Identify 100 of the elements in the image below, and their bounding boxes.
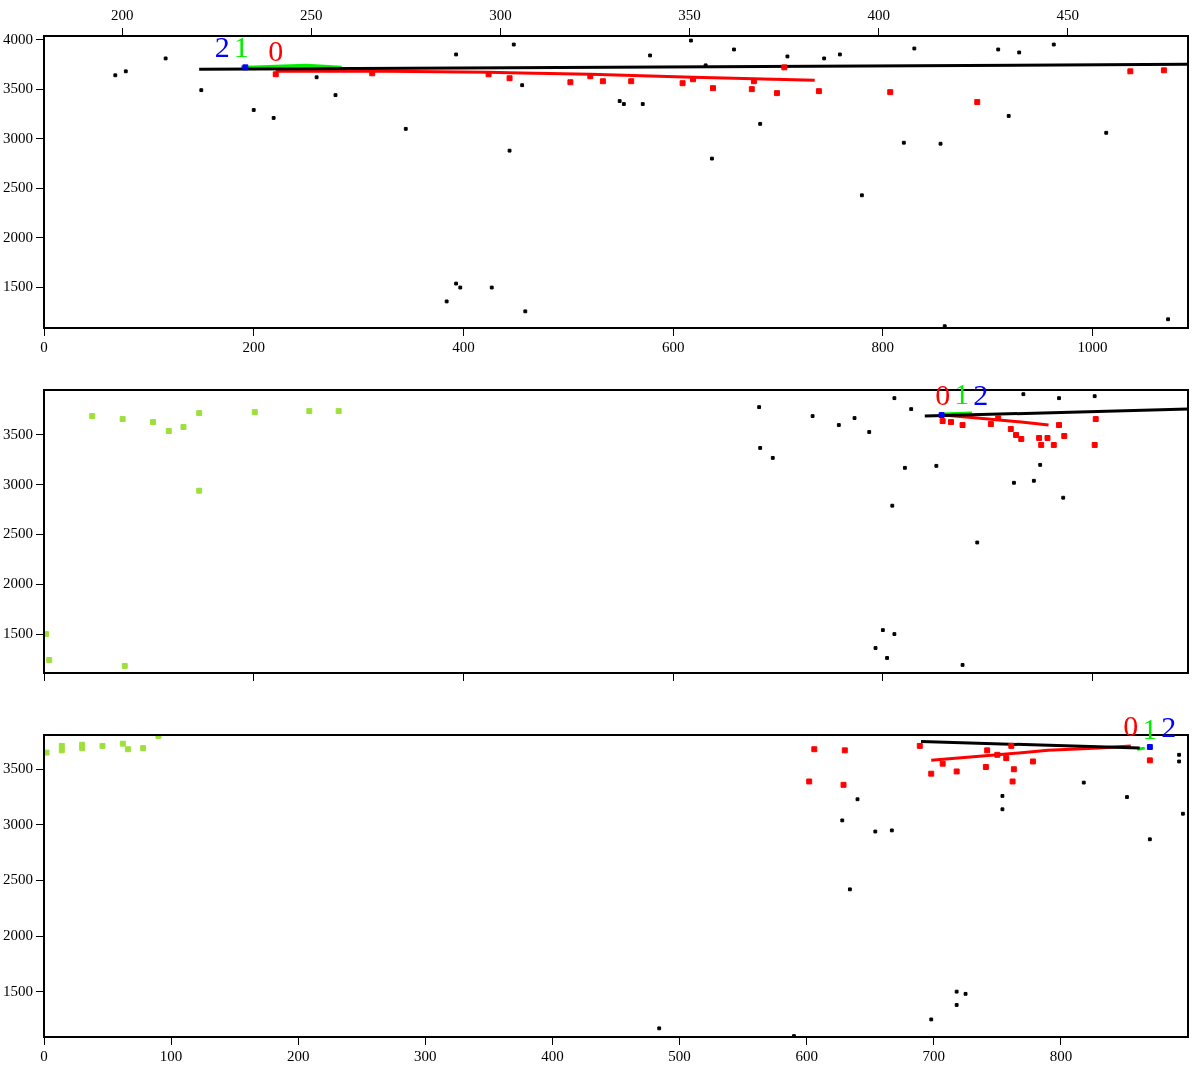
point (959, 422, 966, 429)
point (1029, 758, 1036, 765)
y-tick-label: 2500 (3, 525, 33, 542)
point (887, 89, 894, 96)
point (859, 193, 864, 198)
point (1061, 495, 1066, 500)
point (781, 64, 788, 71)
point (1081, 780, 1086, 785)
point (889, 828, 894, 833)
point (679, 80, 686, 87)
point (806, 778, 813, 785)
series-label: 0 (1123, 708, 1139, 742)
y-tick-label: 3500 (3, 760, 33, 777)
point (520, 83, 525, 88)
x2-tick-label: 400 (867, 6, 890, 23)
point (994, 751, 1001, 758)
y-tick-label: 4000 (3, 30, 33, 47)
y-tick-label: 1500 (3, 278, 33, 295)
point (1127, 68, 1134, 75)
point (892, 632, 897, 636)
point (841, 747, 848, 754)
point (1000, 807, 1005, 812)
point (1044, 435, 1051, 441)
point (1000, 794, 1005, 798)
x-tick-label: 700 (922, 1047, 946, 1064)
point (901, 140, 906, 145)
point (140, 745, 147, 752)
point (953, 768, 960, 775)
point (938, 141, 943, 146)
point (1177, 759, 1182, 764)
point (916, 742, 923, 749)
point (1146, 757, 1153, 764)
y-tick-label: 1500 (3, 982, 33, 999)
point (963, 991, 968, 996)
point (954, 989, 959, 994)
point (196, 410, 203, 417)
point (44, 749, 50, 756)
point (335, 408, 342, 415)
point (1104, 130, 1109, 135)
point (333, 93, 338, 98)
point (840, 781, 847, 788)
point (1036, 435, 1043, 441)
point (1050, 441, 1057, 448)
point (1012, 480, 1016, 485)
point (506, 75, 513, 82)
x-tick-label: 500 (668, 1047, 691, 1064)
point (840, 818, 845, 823)
point (1007, 426, 1014, 432)
x-tick-label: 400 (541, 1047, 564, 1064)
point (892, 396, 897, 401)
x2-tick-label: 300 (489, 6, 512, 23)
point (1010, 766, 1017, 773)
series-label: 2 (214, 30, 230, 64)
y-tick-label: 2500 (3, 871, 33, 888)
y-tick-label: 2000 (3, 926, 33, 943)
point (46, 656, 53, 663)
series-label: 1 (233, 30, 249, 64)
point (567, 79, 574, 86)
point (150, 419, 157, 426)
point (1146, 744, 1153, 750)
point (960, 663, 965, 667)
point (689, 38, 693, 43)
point (1147, 837, 1152, 842)
series-label: 0 (268, 34, 284, 68)
point (628, 78, 635, 85)
point (1091, 441, 1098, 448)
point (1181, 811, 1185, 816)
point (732, 47, 736, 52)
point (511, 42, 516, 47)
point (124, 746, 131, 753)
point (1057, 396, 1061, 401)
y-tick-label: 3500 (3, 425, 33, 442)
point (929, 1017, 934, 1022)
x-tick-label: 200 (286, 1047, 310, 1064)
point (1125, 795, 1129, 799)
x2-tick-label: 350 (678, 6, 701, 23)
point (306, 408, 313, 415)
point (954, 1003, 959, 1007)
point (251, 409, 258, 416)
point (928, 770, 935, 777)
point (811, 746, 818, 753)
point (909, 407, 914, 412)
x-tick-label: 600 (661, 338, 685, 355)
point (444, 299, 449, 304)
point (617, 99, 622, 103)
point (1092, 394, 1097, 399)
point (757, 405, 762, 410)
point (974, 99, 981, 106)
point (873, 829, 878, 834)
point (902, 465, 907, 470)
point (873, 646, 878, 650)
point (987, 421, 994, 428)
point (939, 418, 946, 425)
x2-tick-label: 200 (111, 6, 134, 23)
point (785, 54, 790, 59)
point (710, 85, 716, 92)
point (938, 412, 945, 419)
x-tick-label: 800 (871, 338, 895, 355)
x-tick-label: 0 (40, 338, 48, 355)
point (939, 760, 946, 767)
